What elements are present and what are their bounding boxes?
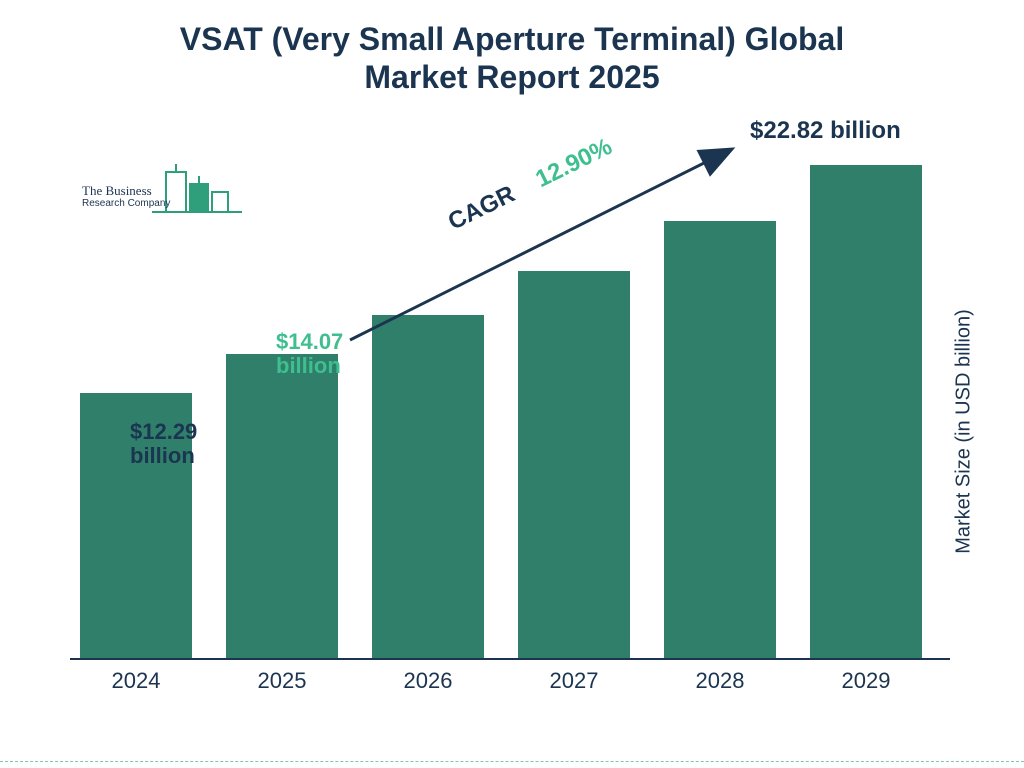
dashed-divider [0,761,1024,762]
title-line2: Market Report 2025 [0,58,1024,96]
page: VSAT (Very Small Aperture Terminal) Glob… [0,0,1024,768]
cagr-arrow [70,140,950,680]
chart-title: VSAT (Very Small Aperture Terminal) Glob… [0,20,1024,97]
chart-area: 202420252026202720282029$12.29billion$14… [70,140,950,680]
title-line1: VSAT (Very Small Aperture Terminal) Glob… [0,20,1024,58]
y-axis-label: Market Size (in USD billion) [953,282,976,582]
